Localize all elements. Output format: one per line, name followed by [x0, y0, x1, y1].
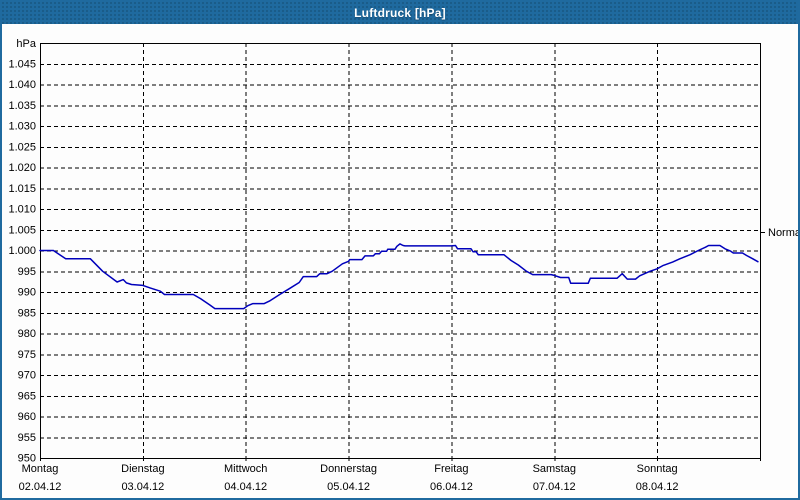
svg-text:1.000: 1.000 — [8, 245, 36, 257]
normal-label: Normal — [768, 227, 798, 239]
x-axis-labels: Montag 02.04.12 Dienstag 03.04.12 Mittwoch 04… — [19, 463, 679, 493]
window-title: Luftdruck [hPa] — [354, 6, 446, 20]
svg-text:960: 960 — [18, 411, 36, 423]
y-axis-unit-label: hPa — [16, 38, 36, 50]
svg-text:965: 965 — [18, 390, 36, 402]
svg-text:995: 995 — [18, 266, 36, 278]
pressure-line — [39, 243, 759, 310]
day-date-label: 05.04.12 — [327, 481, 370, 493]
day-name-label: Sonntag — [637, 463, 678, 475]
day-name-label: Dienstag — [121, 463, 164, 475]
svg-text:1.025: 1.025 — [8, 141, 36, 153]
day-date-label: 04.04.12 — [224, 481, 267, 493]
day-date-label: 07.04.12 — [533, 481, 576, 493]
svg-text:970: 970 — [18, 370, 36, 382]
day-name-label: Montag — [22, 463, 59, 475]
day-name-label: Mittwoch — [224, 463, 267, 475]
x-axis-ticks — [40, 458, 761, 461]
day-date-label: 02.04.12 — [19, 481, 62, 493]
pressure-chart: hPa 1.045 1.040 1.035 1.030 1.025 1.020 1.015 1.… — [8, 38, 798, 493]
svg-text:1.015: 1.015 — [8, 183, 36, 195]
svg-text:1.005: 1.005 — [8, 224, 36, 236]
svg-text:1.040: 1.040 — [8, 79, 36, 91]
svg-text:1.045: 1.045 — [8, 58, 36, 70]
day-date-label: 08.04.12 — [636, 481, 679, 493]
day-name-label: Samstag — [533, 463, 576, 475]
day-date-label: 06.04.12 — [430, 481, 473, 493]
chart-area: hPa 1.045 1.040 1.035 1.030 1.025 1.020 1.015 1.… — [2, 24, 798, 498]
vertical-gridlines — [142, 43, 659, 458]
svg-text:955: 955 — [18, 432, 36, 444]
y-axis-labels: hPa 1.045 1.040 1.035 1.030 1.025 1.020 1.015 1.… — [8, 38, 36, 465]
title-bar: Luftdruck [hPa] — [2, 2, 798, 24]
day-name-label: Freitag — [434, 463, 468, 475]
svg-text:980: 980 — [18, 328, 36, 340]
normal-marker: Normal — [760, 227, 798, 239]
svg-text:985: 985 — [18, 307, 36, 319]
svg-text:1.010: 1.010 — [8, 204, 36, 216]
svg-text:1.035: 1.035 — [8, 100, 36, 112]
day-date-label: 03.04.12 — [121, 481, 164, 493]
day-name-label: Donnerstag — [320, 463, 377, 475]
svg-text:975: 975 — [18, 349, 36, 361]
svg-text:990: 990 — [18, 287, 36, 299]
svg-text:1.030: 1.030 — [8, 121, 36, 133]
horizontal-gridlines — [40, 63, 760, 439]
svg-text:950: 950 — [18, 453, 36, 465]
svg-text:1.020: 1.020 — [8, 162, 36, 174]
